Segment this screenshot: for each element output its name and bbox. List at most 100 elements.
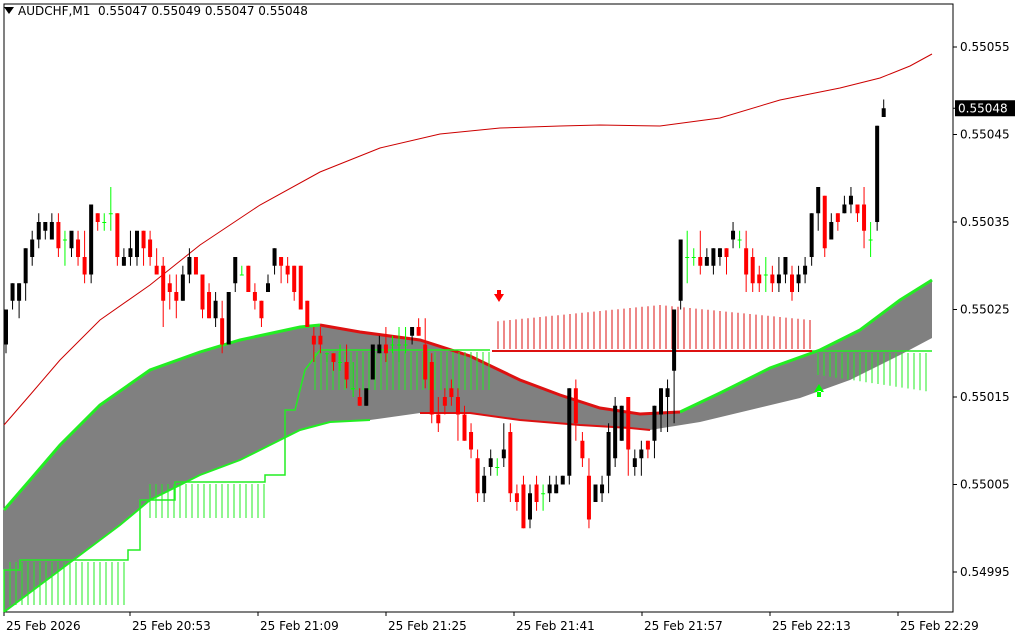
- candle-body: [180, 274, 185, 301]
- stop-line-green: [3, 349, 490, 612]
- candle-body: [338, 362, 343, 363]
- candle: [521, 475, 526, 529]
- time-tick-label: 25 Feb 21:09: [260, 619, 339, 633]
- candle: [429, 353, 434, 424]
- candle-body: [298, 265, 303, 310]
- candle-body: [619, 405, 624, 441]
- candle: [652, 405, 657, 459]
- candle: [370, 344, 375, 380]
- candle-body: [351, 388, 356, 390]
- candle: [691, 248, 696, 266]
- candle: [364, 388, 369, 406]
- candle-body: [501, 449, 506, 459]
- price-tick-label: 0.55035: [960, 215, 1010, 229]
- moving-average-line: [3, 53, 933, 426]
- candle-body: [266, 283, 270, 292]
- candle-body: [862, 204, 867, 231]
- candle: [161, 257, 166, 327]
- candle: [855, 204, 860, 222]
- candle: [685, 230, 690, 284]
- dropdown-triangle-icon[interactable]: [4, 7, 14, 14]
- candle: [469, 423, 474, 459]
- candle: [390, 335, 395, 354]
- candle-body: [829, 222, 834, 240]
- plot-frame: [3, 3, 954, 613]
- candle: [56, 213, 61, 257]
- candle-body: [423, 344, 428, 380]
- candle: [233, 257, 238, 292]
- candle: [324, 353, 329, 362]
- candle-body: [580, 440, 585, 459]
- price-tick-label: 0.55005: [960, 478, 1010, 492]
- candle: [848, 187, 853, 214]
- chart-header: AUDCHF,M1 0.55047 0.55049 0.55047 0.5504…: [4, 4, 308, 18]
- candle-body: [842, 204, 847, 214]
- candle-body: [246, 265, 251, 292]
- candle: [488, 449, 493, 476]
- candle: [835, 213, 840, 231]
- candle-body: [390, 344, 395, 346]
- candle: [89, 204, 94, 284]
- candle-body: [770, 274, 775, 284]
- candle-body: [848, 195, 853, 205]
- price-tick-label: 0.55055: [960, 40, 1010, 54]
- current-price-label: 0.55048: [958, 101, 1008, 115]
- candle: [82, 230, 87, 284]
- candle-body: [547, 484, 552, 494]
- candle: [632, 449, 637, 476]
- candle: [822, 195, 827, 257]
- candle-body: [711, 248, 716, 266]
- candle: [704, 248, 709, 266]
- candle: [672, 309, 677, 424]
- candle: [154, 248, 159, 275]
- symbol-label: AUDCHF,M1: [18, 4, 91, 18]
- candle: [573, 379, 578, 441]
- candle: [95, 213, 100, 231]
- candle: [770, 265, 775, 292]
- candle: [285, 257, 290, 284]
- candle: [377, 335, 382, 354]
- time-tick-label: 25 Feb 20:53: [132, 619, 211, 633]
- candle-body: [76, 239, 81, 257]
- candle-body: [508, 432, 513, 494]
- candle-body: [370, 344, 375, 380]
- candle: [423, 318, 428, 389]
- candle: [62, 230, 67, 266]
- time-axis: 25 Feb 2026 25 Feb 20:53 25 Feb 21:09 25 Fe…: [3, 612, 979, 633]
- candle-body: [803, 265, 808, 275]
- candle-body: [108, 213, 113, 215]
- candle-body: [193, 257, 198, 275]
- candle-body: [868, 239, 873, 241]
- candle: [744, 230, 749, 292]
- candle: [613, 397, 618, 467]
- candle: [750, 248, 755, 292]
- candle: [449, 379, 454, 406]
- candle: [619, 405, 624, 441]
- candle: [475, 449, 480, 502]
- candle: [357, 388, 362, 406]
- time-tick-label: 25 Feb 21:57: [644, 619, 723, 633]
- candle-body: [377, 344, 382, 354]
- candle-body: [613, 405, 618, 459]
- candle: [17, 283, 22, 319]
- candle-body: [632, 458, 637, 467]
- candle-body: [416, 327, 421, 336]
- candle: [397, 327, 401, 362]
- candle: [187, 248, 192, 284]
- candle-body: [285, 265, 290, 275]
- trend-line-green-upper: [2, 323, 321, 511]
- candle-body: [102, 222, 107, 223]
- candle-body: [43, 222, 48, 231]
- candle-body: [279, 257, 284, 266]
- candle: [606, 423, 611, 494]
- candle: [298, 265, 303, 310]
- candle: [102, 213, 107, 231]
- candle: [226, 292, 231, 345]
- candle-body: [115, 213, 120, 257]
- candle: [442, 388, 447, 415]
- candle: [842, 195, 847, 214]
- candle: [49, 213, 54, 240]
- candle: [69, 230, 74, 257]
